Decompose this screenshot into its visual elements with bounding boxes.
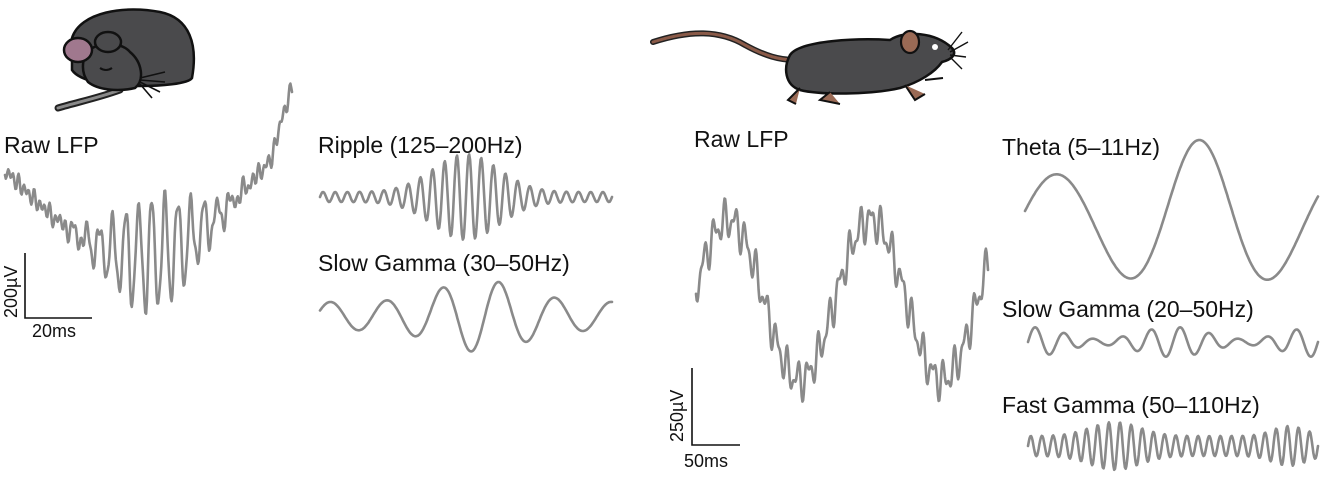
- sleep-time-scale-label: 20ms: [32, 321, 77, 341]
- running-mouse-icon: [650, 29, 969, 105]
- run-amplitude-scale-label: 250µV: [667, 389, 687, 442]
- run-slow-gamma-label: Slow Gamma (20–50Hz): [1002, 296, 1254, 322]
- sleep-raw-lfp-trace: [3, 82, 294, 315]
- sleep-slow-gamma-trace: [318, 280, 614, 353]
- sleep-scale-bar: [24, 253, 92, 319]
- run-scale-bar: [691, 368, 740, 446]
- theta-trace: [1023, 138, 1320, 281]
- run-raw-lfp-trace: [694, 197, 990, 403]
- run-time-scale-label: 50ms: [684, 451, 729, 471]
- fast-gamma-trace: [1026, 421, 1320, 472]
- sleep-amplitude-scale-label: 200µV: [1, 265, 21, 318]
- sleeping-mouse-icon: [54, 8, 196, 112]
- sleep-raw-lfp-label: Raw LFP: [4, 132, 99, 158]
- ripple-trace: [318, 153, 614, 241]
- theta-label: Theta (5–11Hz): [1002, 134, 1161, 160]
- run-raw-lfp-label: Raw LFP: [694, 126, 789, 152]
- run-slow-gamma-trace: [1026, 326, 1320, 358]
- sleep-slow-gamma-label: Slow Gamma (30–50Hz): [318, 250, 570, 276]
- fast-gamma-label: Fast Gamma (50–110Hz): [1002, 392, 1260, 418]
- ripple-label: Ripple (125–200Hz): [318, 132, 523, 158]
